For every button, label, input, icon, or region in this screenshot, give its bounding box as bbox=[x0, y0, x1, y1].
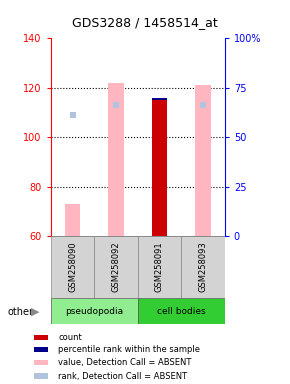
Bar bbox=[181, 236, 225, 298]
Text: other: other bbox=[7, 307, 33, 317]
Text: percentile rank within the sample: percentile rank within the sample bbox=[58, 345, 200, 354]
Bar bbox=[94, 236, 138, 298]
Text: GSM258093: GSM258093 bbox=[198, 242, 208, 292]
Bar bbox=[152, 98, 167, 100]
Bar bbox=[51, 236, 94, 298]
Text: cell bodies: cell bodies bbox=[157, 306, 206, 316]
Bar bbox=[35, 335, 48, 340]
Bar bbox=[35, 348, 48, 353]
Bar bbox=[65, 204, 80, 236]
Bar bbox=[152, 100, 167, 236]
Bar bbox=[108, 83, 124, 236]
Text: GSM258091: GSM258091 bbox=[155, 242, 164, 292]
Text: ▶: ▶ bbox=[31, 307, 40, 317]
Bar bbox=[152, 98, 167, 110]
Text: count: count bbox=[58, 333, 82, 342]
Text: value, Detection Call = ABSENT: value, Detection Call = ABSENT bbox=[58, 358, 192, 367]
Text: GDS3288 / 1458514_at: GDS3288 / 1458514_at bbox=[72, 16, 218, 29]
Bar bbox=[138, 236, 181, 298]
Text: GSM258092: GSM258092 bbox=[111, 242, 121, 292]
Bar bbox=[35, 374, 48, 379]
Text: rank, Detection Call = ABSENT: rank, Detection Call = ABSENT bbox=[58, 372, 188, 381]
Text: pseudopodia: pseudopodia bbox=[65, 306, 123, 316]
Bar bbox=[138, 298, 225, 324]
Text: GSM258090: GSM258090 bbox=[68, 242, 77, 292]
Bar bbox=[51, 298, 138, 324]
Bar bbox=[35, 360, 48, 365]
Bar bbox=[195, 85, 211, 236]
